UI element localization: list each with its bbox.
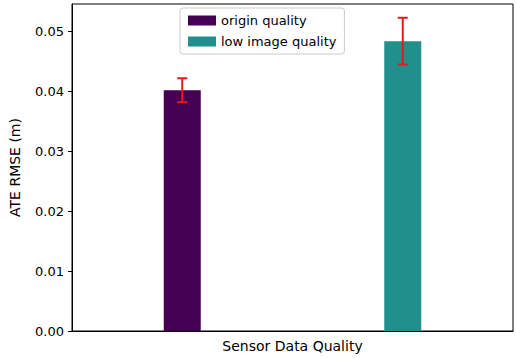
svg-text:0.05: 0.05 (35, 24, 64, 39)
svg-text:0.00: 0.00 (35, 324, 64, 339)
svg-text:0.01: 0.01 (35, 264, 64, 279)
svg-text:0.03: 0.03 (35, 144, 64, 159)
svg-text:0.04: 0.04 (35, 84, 64, 99)
svg-text:origin quality: origin quality (221, 13, 307, 28)
svg-text:0.02: 0.02 (35, 204, 64, 219)
svg-text:low image quality: low image quality (221, 34, 337, 49)
svg-text:Sensor Data Quality: Sensor Data Quality (222, 338, 362, 354)
svg-text:ATE RMSE (m): ATE RMSE (m) (7, 118, 23, 217)
